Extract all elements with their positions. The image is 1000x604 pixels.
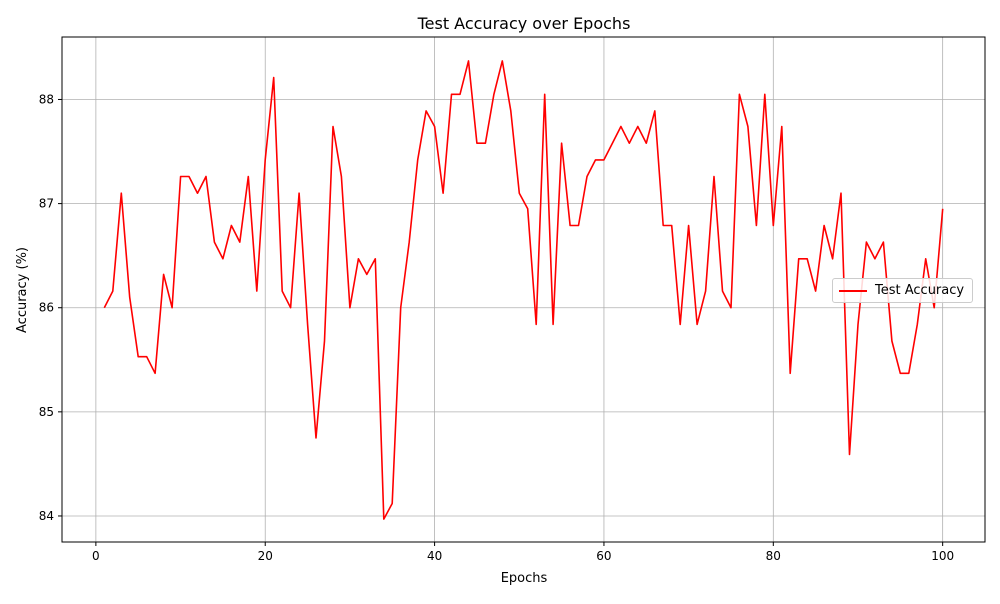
- y-axis-label: Accuracy (%): [15, 247, 30, 333]
- chart-title: Test Accuracy over Epochs: [417, 14, 631, 33]
- series-line-test-accuracy: [103, 60, 944, 520]
- tick-layer: 0 20 40 60 80 100 84 85 86 87 88: [39, 92, 954, 563]
- legend: Test Accuracy: [832, 278, 974, 303]
- y-tick-label: 84: [39, 509, 54, 523]
- y-tick-label: 87: [39, 197, 54, 211]
- plot-frame: [61, 36, 986, 543]
- series-layer: [103, 60, 944, 520]
- x-tick-label: 0: [92, 549, 100, 563]
- x-tick-label: 80: [766, 549, 781, 563]
- x-tick-label: 40: [427, 549, 442, 563]
- y-tick-label: 86: [39, 301, 54, 315]
- x-tick-label: 20: [258, 549, 273, 563]
- legend-label: Test Accuracy: [875, 283, 965, 298]
- y-tick-label: 88: [39, 92, 54, 106]
- y-tick-label: 85: [39, 405, 54, 419]
- x-tick-label: 100: [931, 549, 954, 563]
- x-tick-label: 60: [596, 549, 611, 563]
- legend-line-swatch: [839, 289, 867, 292]
- x-axis-label: Epochs: [501, 571, 548, 586]
